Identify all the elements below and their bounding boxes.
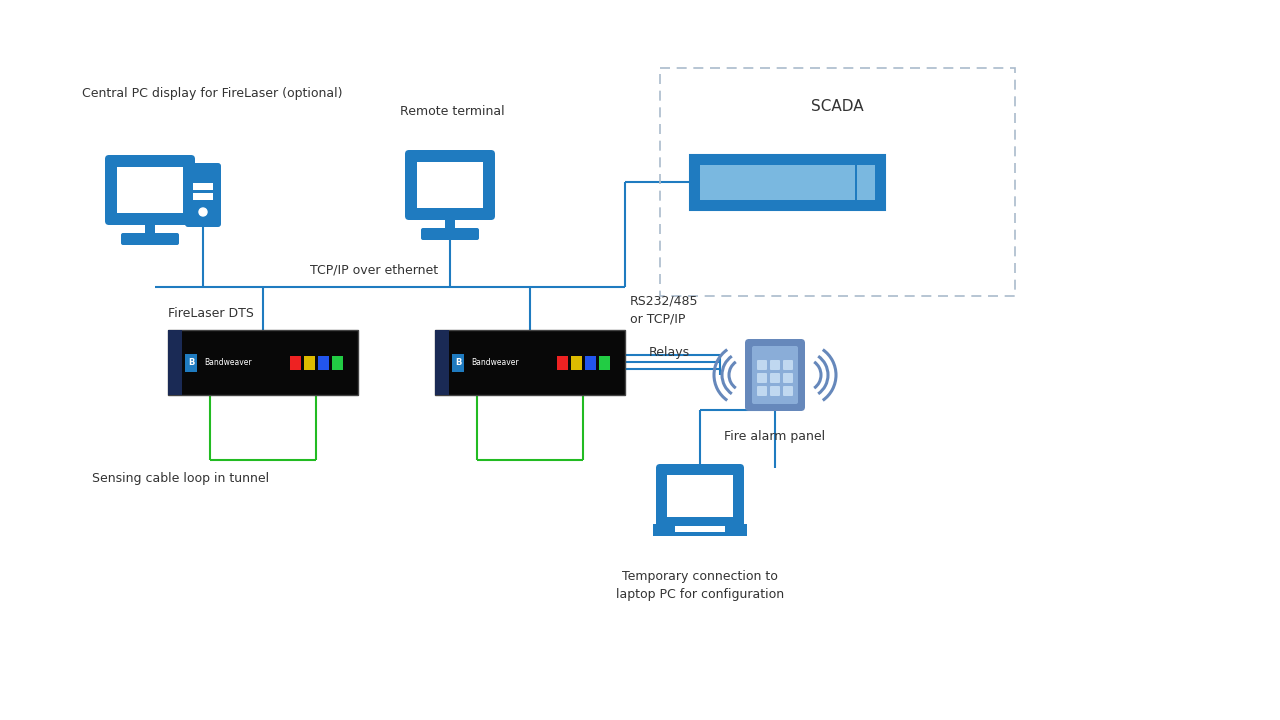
FancyBboxPatch shape: [756, 386, 767, 396]
Bar: [667, 475, 733, 517]
FancyBboxPatch shape: [783, 360, 794, 370]
Bar: [116, 167, 183, 213]
Bar: [186, 354, 197, 372]
FancyBboxPatch shape: [783, 386, 794, 396]
Bar: [675, 526, 724, 532]
FancyBboxPatch shape: [771, 386, 780, 396]
Bar: [557, 356, 568, 369]
Text: Bandweaver: Bandweaver: [204, 358, 252, 367]
FancyBboxPatch shape: [186, 163, 221, 227]
FancyBboxPatch shape: [745, 339, 805, 411]
Text: Relays: Relays: [649, 346, 690, 359]
FancyBboxPatch shape: [783, 373, 794, 383]
Bar: [305, 356, 315, 369]
Text: Fire alarm panel: Fire alarm panel: [724, 430, 826, 443]
Bar: [690, 155, 884, 210]
Bar: [653, 524, 748, 536]
Text: Remote terminal: Remote terminal: [399, 105, 504, 118]
Text: Central PC display for FireLaser (optional): Central PC display for FireLaser (option…: [82, 87, 343, 100]
FancyBboxPatch shape: [421, 228, 479, 240]
FancyBboxPatch shape: [105, 155, 195, 225]
Bar: [291, 356, 301, 369]
Bar: [168, 330, 358, 395]
Text: Bandweaver: Bandweaver: [471, 358, 518, 367]
Text: TCP/IP over ethernet: TCP/IP over ethernet: [310, 264, 438, 276]
Text: Temporary connection to
laptop PC for configuration: Temporary connection to laptop PC for co…: [616, 570, 785, 601]
Bar: [700, 165, 876, 200]
Bar: [193, 193, 212, 200]
FancyBboxPatch shape: [404, 150, 495, 220]
Text: B: B: [188, 358, 195, 367]
FancyBboxPatch shape: [751, 346, 797, 404]
FancyBboxPatch shape: [771, 360, 780, 370]
Bar: [435, 330, 449, 395]
Bar: [855, 165, 858, 200]
Bar: [193, 183, 212, 190]
Circle shape: [198, 208, 207, 216]
Bar: [445, 216, 454, 230]
Bar: [571, 356, 582, 369]
Bar: [168, 330, 182, 395]
FancyBboxPatch shape: [756, 373, 767, 383]
Bar: [417, 162, 483, 208]
FancyBboxPatch shape: [756, 360, 767, 370]
Text: B: B: [454, 358, 461, 367]
Bar: [145, 221, 155, 235]
Bar: [435, 330, 625, 395]
Bar: [452, 354, 465, 372]
FancyBboxPatch shape: [771, 373, 780, 383]
Text: Sensing cable loop in tunnel: Sensing cable loop in tunnel: [92, 472, 269, 485]
Bar: [599, 356, 611, 369]
Text: FireLaser DTS: FireLaser DTS: [168, 307, 253, 320]
Text: SCADA: SCADA: [812, 99, 864, 114]
Bar: [332, 356, 343, 369]
FancyBboxPatch shape: [655, 464, 744, 528]
Text: RS232/485
or TCP/IP: RS232/485 or TCP/IP: [630, 294, 699, 325]
Bar: [317, 356, 329, 369]
FancyBboxPatch shape: [122, 233, 179, 245]
Bar: [585, 356, 596, 369]
